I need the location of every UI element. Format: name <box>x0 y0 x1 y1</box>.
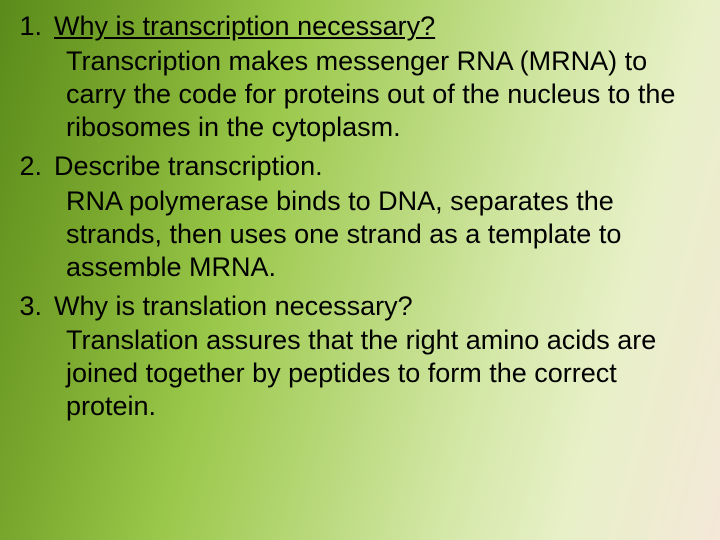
question-line: 2. Describe transcription. <box>18 150 702 183</box>
item-number: 3. <box>18 290 54 323</box>
item-number: 2. <box>18 150 54 183</box>
answer-text: Transcription makes messenger RNA (MRNA)… <box>66 45 702 144</box>
qa-item: 2. Describe transcription. RNA polymeras… <box>18 150 702 284</box>
question-text: Why is translation necessary? <box>54 290 702 323</box>
answer-text: RNA polymerase binds to DNA, separates t… <box>66 185 702 284</box>
question-line: 3. Why is translation necessary? <box>18 290 702 323</box>
qa-item: 1. Why is transcription necessary? Trans… <box>18 10 702 144</box>
question-line: 1. Why is transcription necessary? <box>18 10 702 43</box>
qa-item: 3. Why is translation necessary? Transla… <box>18 290 702 424</box>
item-number: 1. <box>18 10 54 43</box>
qa-list: 1. Why is transcription necessary? Trans… <box>18 10 702 423</box>
question-text: Why is transcription necessary? <box>54 10 702 43</box>
question-text: Describe transcription. <box>54 150 702 183</box>
answer-text: Translation assures that the right amino… <box>66 324 702 423</box>
